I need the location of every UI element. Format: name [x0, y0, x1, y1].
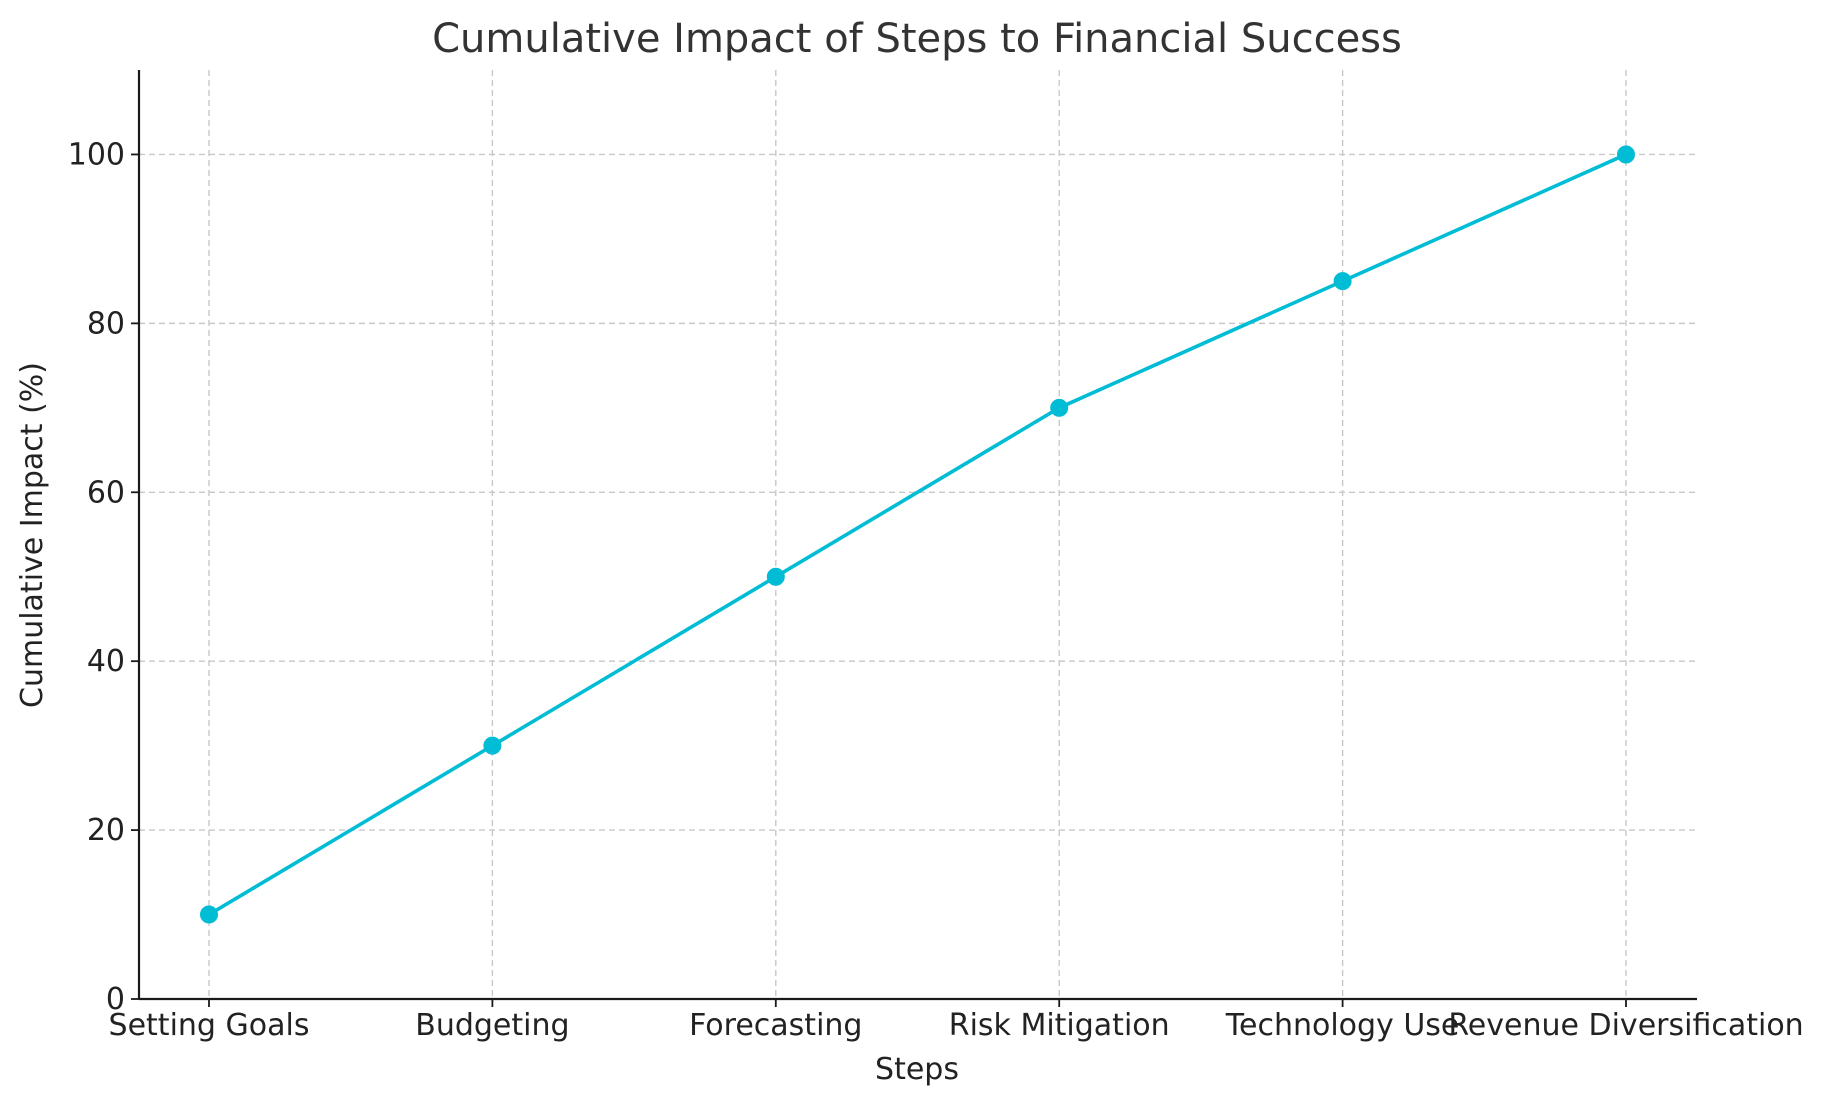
y-axis-label: Cumulative Impact (%)	[15, 362, 50, 708]
x-tick-label: Revenue Diversification	[1448, 1008, 1803, 1043]
x-axis-label: Steps	[875, 1052, 959, 1087]
axes-layer	[137, 70, 1697, 1001]
y-tick-label: 20	[87, 813, 125, 848]
data-point	[1617, 145, 1635, 164]
x-tick-label: Forecasting	[689, 1008, 862, 1043]
x-tick-label: Setting Goals	[109, 1008, 310, 1043]
data-point	[1333, 272, 1352, 291]
y-tick-label: 0	[106, 982, 125, 1017]
y-tick-label: 100	[68, 137, 125, 172]
grid-layer	[139, 70, 1697, 999]
y-tick-label: 80	[87, 306, 125, 341]
series-layer	[200, 145, 1635, 924]
data-point	[766, 567, 785, 586]
x-tick-label: Technology Use	[1225, 1008, 1460, 1043]
data-point	[200, 905, 218, 924]
y-tick-label: 60	[87, 475, 125, 510]
x-tick-label: Risk Mitigation	[949, 1008, 1170, 1043]
data-point	[1050, 398, 1069, 417]
x-tick-label: Budgeting	[415, 1008, 569, 1043]
y-ticks-layer: 0 20 40 60 80 100	[68, 137, 139, 1017]
x-ticks-layer: Setting Goals Budgeting Forecasting Risk Mi…	[109, 999, 1804, 1043]
chart-title: Cumulative Impact of Steps to Financial …	[432, 16, 1402, 62]
data-point	[483, 736, 502, 755]
y-tick-label: 40	[87, 644, 125, 679]
series-line-1	[207, 152, 1628, 917]
